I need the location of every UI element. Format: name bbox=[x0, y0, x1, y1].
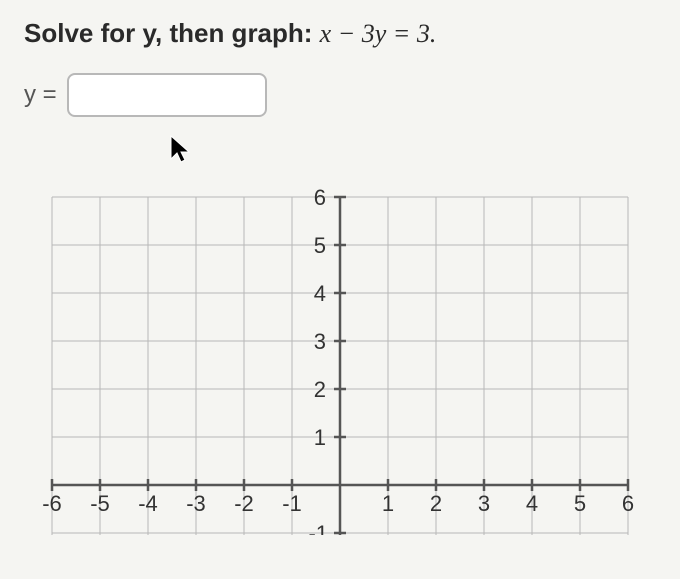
svg-text:6: 6 bbox=[622, 491, 634, 516]
svg-text:-4: -4 bbox=[138, 491, 158, 516]
svg-text:4: 4 bbox=[314, 281, 326, 306]
question-prefix: Solve for y, then graph: bbox=[24, 18, 320, 48]
coordinate-graph[interactable]: -6-5-4-3-2-1123456123456-1-2 bbox=[20, 135, 660, 535]
svg-text:5: 5 bbox=[314, 233, 326, 258]
answer-input[interactable] bbox=[67, 73, 267, 117]
svg-text:5: 5 bbox=[574, 491, 586, 516]
svg-text:6: 6 bbox=[314, 185, 326, 210]
svg-text:-5: -5 bbox=[90, 491, 110, 516]
svg-text:2: 2 bbox=[430, 491, 442, 516]
question-equation: x − 3y = 3. bbox=[320, 19, 437, 48]
svg-text:-2: -2 bbox=[234, 491, 254, 516]
svg-text:2: 2 bbox=[314, 377, 326, 402]
answer-label: y = bbox=[24, 81, 57, 109]
answer-row: y = bbox=[24, 73, 660, 117]
svg-text:-3: -3 bbox=[186, 491, 206, 516]
svg-text:4: 4 bbox=[526, 491, 538, 516]
svg-text:-1: -1 bbox=[282, 491, 302, 516]
svg-text:-1: -1 bbox=[308, 521, 328, 535]
question-text: Solve for y, then graph: x − 3y = 3. bbox=[24, 18, 660, 49]
graph-svg[interactable]: -6-5-4-3-2-1123456123456-1-2 bbox=[20, 135, 660, 535]
cursor-icon bbox=[170, 135, 192, 165]
svg-text:3: 3 bbox=[478, 491, 490, 516]
svg-text:3: 3 bbox=[314, 329, 326, 354]
svg-text:1: 1 bbox=[382, 491, 394, 516]
svg-text:1: 1 bbox=[314, 425, 326, 450]
svg-text:-6: -6 bbox=[42, 491, 62, 516]
